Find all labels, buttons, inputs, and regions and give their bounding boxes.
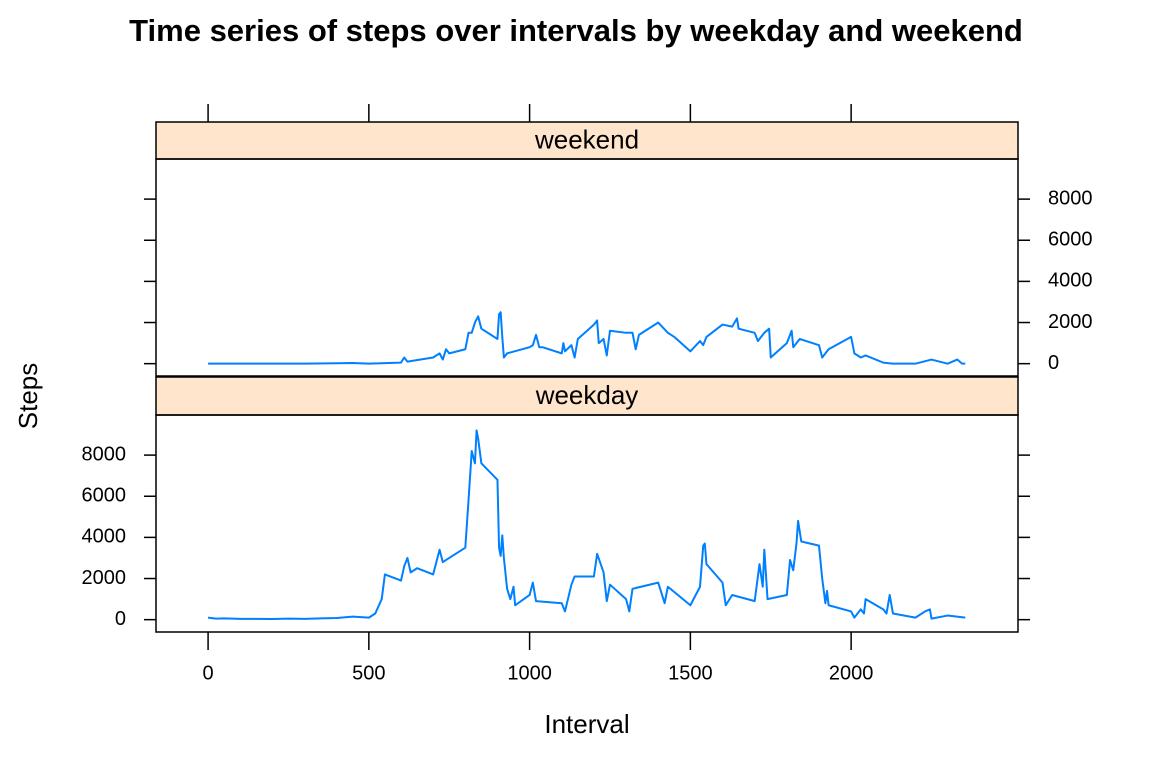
y-tick-label: 0 bbox=[1048, 352, 1059, 374]
x-axis-label: Interval bbox=[544, 709, 629, 739]
panel bbox=[155, 414, 1019, 633]
strip bbox=[155, 376, 1019, 416]
strip-label: weekend bbox=[534, 124, 639, 154]
panel bbox=[155, 158, 1019, 377]
y-tick-label: 2000 bbox=[82, 567, 127, 589]
strip bbox=[155, 121, 1019, 160]
x-tick-label: 1000 bbox=[507, 662, 552, 684]
y-tick-label: 8000 bbox=[82, 443, 127, 465]
y-tick-label: 0 bbox=[115, 608, 126, 630]
x-tick-label: 500 bbox=[352, 662, 385, 684]
y-tick-label: 6000 bbox=[1048, 229, 1093, 251]
y-tick-label: 4000 bbox=[1048, 270, 1093, 292]
x-tick-label: 1500 bbox=[668, 662, 713, 684]
strip-label: weekday bbox=[535, 380, 639, 410]
y-tick-label: 2000 bbox=[1048, 311, 1093, 333]
x-tick-label: 0 bbox=[203, 662, 214, 684]
line-series bbox=[207, 429, 966, 621]
chart-title: Time series of steps over intervals by w… bbox=[129, 13, 1023, 48]
y-tick-label: 4000 bbox=[82, 526, 127, 548]
y-tick-label: 6000 bbox=[82, 485, 127, 507]
line-series bbox=[208, 311, 966, 365]
y-tick-label: 8000 bbox=[1048, 187, 1093, 209]
y-axis-label: Steps bbox=[13, 363, 43, 430]
x-tick-label: 2000 bbox=[829, 662, 874, 684]
